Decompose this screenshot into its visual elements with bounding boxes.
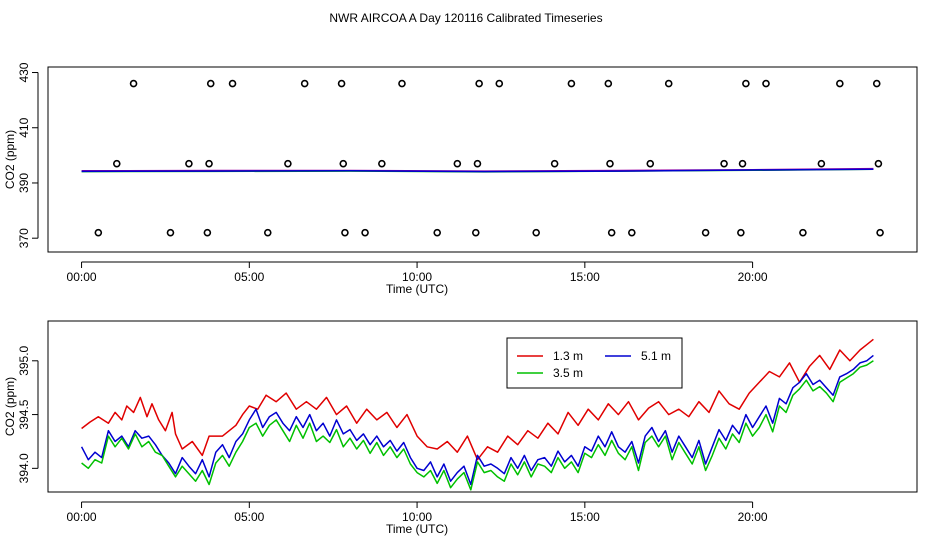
- data-point: [762, 79, 770, 88]
- data-point: [433, 228, 442, 237]
- plot-frame: [47, 66, 918, 253]
- x-tick-label: 00:00: [67, 510, 97, 524]
- data-point: [532, 228, 540, 237]
- data-point: [606, 159, 614, 168]
- data-point: [300, 79, 309, 88]
- y-tick-label: 390: [17, 173, 31, 193]
- x-tick-label: 10:00: [402, 510, 432, 524]
- co2-timeseries-chart: 00:00 05:00 10:00 15:00 20:00 Time (UTC) 394.0…: [3, 320, 918, 536]
- data-point: [817, 159, 826, 168]
- data-point: [495, 79, 504, 88]
- data-point: [874, 159, 883, 168]
- y-tick-label: 394.5: [17, 399, 31, 429]
- series-line-5-1-m: [81, 168, 874, 173]
- data-point: [604, 79, 613, 88]
- data-point: [341, 228, 349, 237]
- series-line-3-5-m: [81, 360, 874, 491]
- x-tick-label: 15:00: [570, 270, 600, 284]
- series-line-1-3-m: [81, 338, 874, 461]
- x-tick-label: 05:00: [234, 270, 264, 284]
- data-point: [339, 159, 348, 168]
- data-point: [872, 79, 881, 88]
- data-point: [737, 228, 745, 237]
- data-point: [284, 159, 292, 168]
- data-point: [337, 79, 346, 88]
- data-point: [646, 159, 655, 168]
- data-point: [361, 228, 369, 237]
- data-point: [112, 159, 121, 168]
- data-point: [664, 79, 673, 88]
- data-point: [471, 228, 480, 237]
- page-title: NWR AIRCOA A Day 120116 Calibrated Times…: [329, 11, 602, 25]
- x-tick-label: 20:00: [738, 270, 768, 284]
- x-tick-label: 20:00: [738, 510, 768, 524]
- data-point: [378, 159, 386, 168]
- y-axis-label: CO2 (ppm): [3, 377, 17, 436]
- y-tick-label: 394.0: [17, 453, 31, 483]
- data-point: [398, 79, 406, 88]
- legend-label: 1.3 m: [553, 349, 583, 363]
- y-axis-label: CO2 (ppm): [3, 130, 17, 189]
- data-point: [129, 79, 138, 88]
- x-tick-label: 15:00: [570, 510, 600, 524]
- y-tick-label: 410: [17, 117, 31, 137]
- legend-label: 5.1 m: [641, 349, 671, 363]
- data-point: [742, 79, 750, 88]
- data-point: [166, 228, 175, 237]
- x-tick-label: 00:00: [67, 270, 97, 284]
- data-point: [228, 79, 237, 88]
- data-point: [185, 159, 193, 168]
- legend-label: 3.5 m: [553, 366, 583, 380]
- data-point: [567, 79, 576, 88]
- data-point: [701, 228, 710, 237]
- y-tick-label: 370: [17, 228, 31, 248]
- data-point: [473, 159, 482, 168]
- data-point: [876, 228, 884, 237]
- y-tick-label: 430: [17, 62, 31, 82]
- data-point: [550, 159, 559, 168]
- data-point: [453, 159, 462, 168]
- legend-box: [506, 337, 683, 389]
- data-point: [720, 159, 728, 168]
- x-tick-label: 05:00: [234, 510, 264, 524]
- x-axis-label: Time (UTC): [386, 282, 448, 296]
- data-point: [206, 79, 215, 88]
- calibration-scatter-chart: 00:00 05:00 10:00 15:00 20:00 Time (UTC) 370 39…: [3, 62, 918, 296]
- x-axis-label: Time (UTC): [386, 522, 448, 536]
- data-point: [94, 228, 103, 237]
- data-point: [475, 79, 483, 88]
- series-line-5-1-m: [80, 354, 874, 486]
- data-point: [628, 228, 636, 237]
- data-point: [738, 159, 747, 168]
- data-point: [205, 159, 213, 168]
- plot-frame: [47, 320, 918, 493]
- x-tick-label: 10:00: [402, 270, 432, 284]
- data-point: [799, 228, 807, 237]
- data-point: [203, 228, 212, 237]
- data-point: [263, 228, 272, 237]
- data-point: [836, 79, 844, 88]
- data-point: [607, 228, 616, 237]
- y-tick-label: 395.0: [17, 345, 31, 375]
